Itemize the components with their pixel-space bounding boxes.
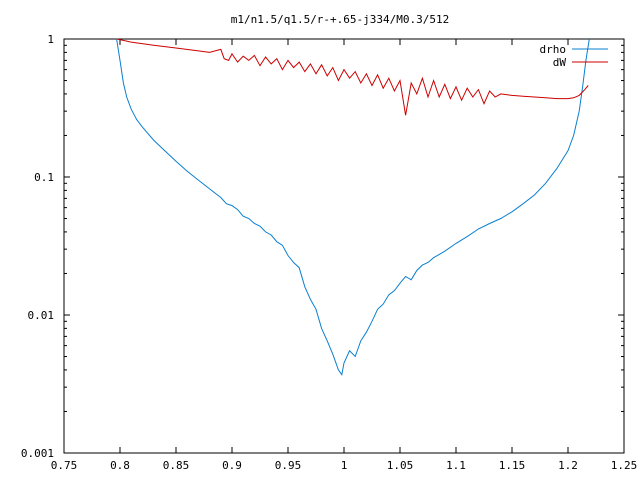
y-tick-label: 0.001 [21,447,54,460]
y-tick-label: 0.1 [34,171,54,184]
x-tick-label: 1.25 [611,459,638,472]
series-line-dW [116,38,589,116]
plot-frame [63,38,625,454]
x-tick-label: 1.1 [446,459,466,472]
axis-ticks: 0.75 0.8 0.85 0.9 0.95 1 1.05 1.1 1.15 1.2 1.25 0.0… [21,33,637,472]
legend-label-drho: drho [540,43,567,56]
x-tick-label: 0.8 [110,459,130,472]
series-line-drho [116,38,590,376]
y-tick-label: 0.01 [28,309,55,322]
x-tick-label: 1.05 [387,459,414,472]
x-tick-label: 0.85 [163,459,190,472]
x-tick-label: 0.95 [275,459,302,472]
x-tick-label: 1 [341,459,348,472]
chart-title: m1/n1.5/q1.5/r-+.65-j334/M0.3/512 [231,13,450,26]
legend-label-dW: dW [553,56,567,69]
series-lines [116,38,590,376]
y-tick-label: 1 [47,33,54,46]
x-tick-label: 1.15 [499,459,526,472]
x-tick-label: 0.9 [222,459,242,472]
x-tick-label: 0.75 [51,459,78,472]
x-tick-label: 1.2 [558,459,578,472]
